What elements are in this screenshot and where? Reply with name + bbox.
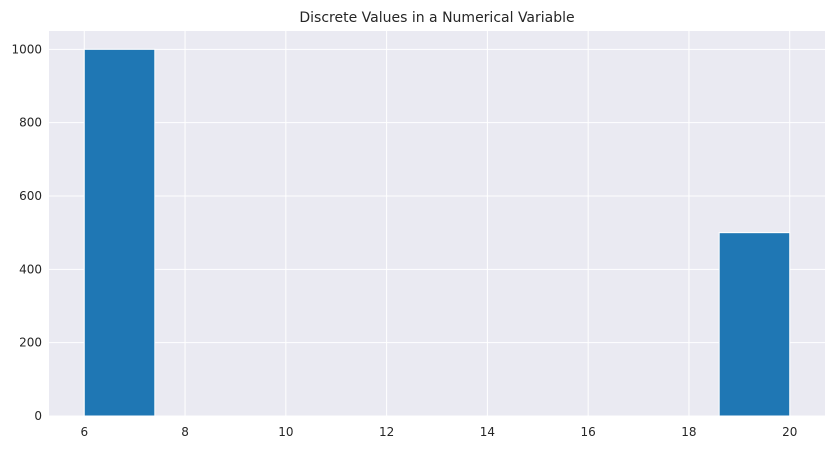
- y-tick-label: 600: [19, 189, 42, 203]
- y-tick-label: 1000: [11, 42, 42, 56]
- x-tick-label: 16: [581, 425, 596, 439]
- y-tick-label: 0: [34, 409, 42, 423]
- grid-lines: [49, 31, 825, 417]
- x-tick-label: 18: [681, 425, 696, 439]
- histogram-bar: [718, 232, 791, 417]
- bars: [83, 48, 791, 417]
- y-tick-label: 400: [19, 262, 42, 276]
- x-tick-label: 6: [80, 425, 88, 439]
- y-tick-label: 200: [19, 336, 42, 350]
- x-tick-label: 14: [480, 425, 495, 439]
- y-axis-ticks: 0 200 400 600 800 1000: [11, 42, 42, 423]
- histogram-bar: [83, 48, 156, 417]
- x-tick-label: 10: [278, 425, 293, 439]
- y-tick-label: 800: [19, 116, 42, 130]
- x-tick-label: 12: [379, 425, 394, 439]
- chart-title: Discrete Values in a Numerical Variable: [299, 10, 574, 26]
- plot-area: [49, 31, 825, 416]
- x-tick-label: 8: [181, 425, 189, 439]
- x-axis-ticks: 6 8 10 12 14 16 18 20: [80, 425, 797, 439]
- x-tick-label: 20: [782, 425, 797, 439]
